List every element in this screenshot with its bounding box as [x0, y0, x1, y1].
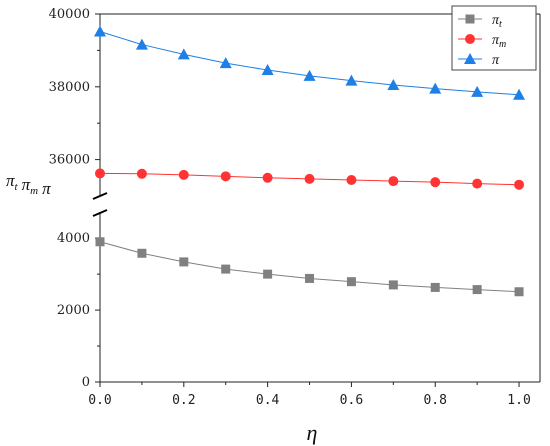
data-point — [387, 78, 400, 90]
legend-marker — [465, 34, 475, 44]
data-point — [345, 74, 358, 86]
x-tick-label: 1.0 — [507, 393, 530, 408]
legend-marker — [465, 14, 475, 24]
x-tick-label: 0.6 — [340, 393, 363, 408]
x-tick-label: 0.4 — [256, 393, 280, 408]
legend-label: π — [492, 53, 500, 68]
data-point — [388, 280, 398, 290]
data-point — [262, 172, 273, 183]
x-tick-label: 0.0 — [88, 393, 111, 408]
data-point — [221, 264, 231, 274]
series-layer — [94, 25, 526, 297]
data-point — [137, 248, 147, 258]
axis-labels: η πt πm π — [6, 171, 317, 445]
series-t — [95, 237, 524, 297]
data-point — [514, 287, 524, 297]
series-total — [94, 25, 526, 100]
x-axis-label: η — [307, 420, 318, 445]
data-point — [95, 237, 105, 247]
data-point — [430, 177, 441, 188]
legend: πt πm π — [451, 5, 537, 71]
data-point — [178, 169, 189, 180]
legend-entry: πt — [458, 13, 502, 30]
data-point — [94, 25, 106, 37]
data-point — [472, 178, 483, 189]
axis-break-mark — [92, 192, 108, 200]
data-point — [346, 277, 356, 287]
y-tick-label: 4000 — [57, 231, 90, 246]
series-m — [95, 168, 525, 190]
data-point — [429, 82, 442, 94]
x-axis: 0.0 0.2 0.4 0.6 0.8 1.0 — [88, 382, 531, 408]
data-point — [179, 257, 189, 267]
data-point — [513, 88, 526, 100]
data-point — [472, 285, 482, 295]
axis-break-mark — [92, 209, 108, 217]
data-point — [430, 282, 440, 292]
data-point — [303, 69, 316, 81]
data-point — [136, 168, 147, 179]
data-point — [305, 273, 315, 283]
data-point — [304, 173, 315, 184]
legend-label: πt — [492, 13, 502, 30]
x-tick-label: 0.8 — [423, 393, 446, 408]
data-point — [261, 64, 274, 76]
data-point — [219, 57, 232, 69]
legend-label: πm — [492, 33, 506, 50]
data-point — [514, 179, 525, 190]
legend-marker — [464, 53, 476, 64]
y-tick-label: 0 — [82, 375, 90, 390]
series-line — [99, 241, 520, 293]
data-point — [346, 174, 357, 185]
y-axis: 0 2000 4000 36000 38000 40000 — [49, 7, 100, 390]
data-point — [263, 269, 273, 279]
y-axis-label: πt πm π — [6, 171, 51, 198]
y-tick-label: 38000 — [49, 80, 90, 95]
x-tick-label: 0.2 — [172, 393, 195, 408]
data-point — [388, 176, 399, 187]
y-tick-label: 2000 — [57, 303, 90, 318]
data-point — [135, 38, 148, 50]
legend-entry: π — [458, 53, 500, 68]
data-point — [471, 85, 484, 97]
legend-entry: πm — [458, 33, 506, 50]
data-point — [95, 168, 105, 179]
data-point — [177, 48, 190, 60]
data-point — [220, 171, 231, 182]
y-tick-label: 36000 — [49, 153, 90, 168]
y-tick-label: 40000 — [49, 7, 90, 22]
